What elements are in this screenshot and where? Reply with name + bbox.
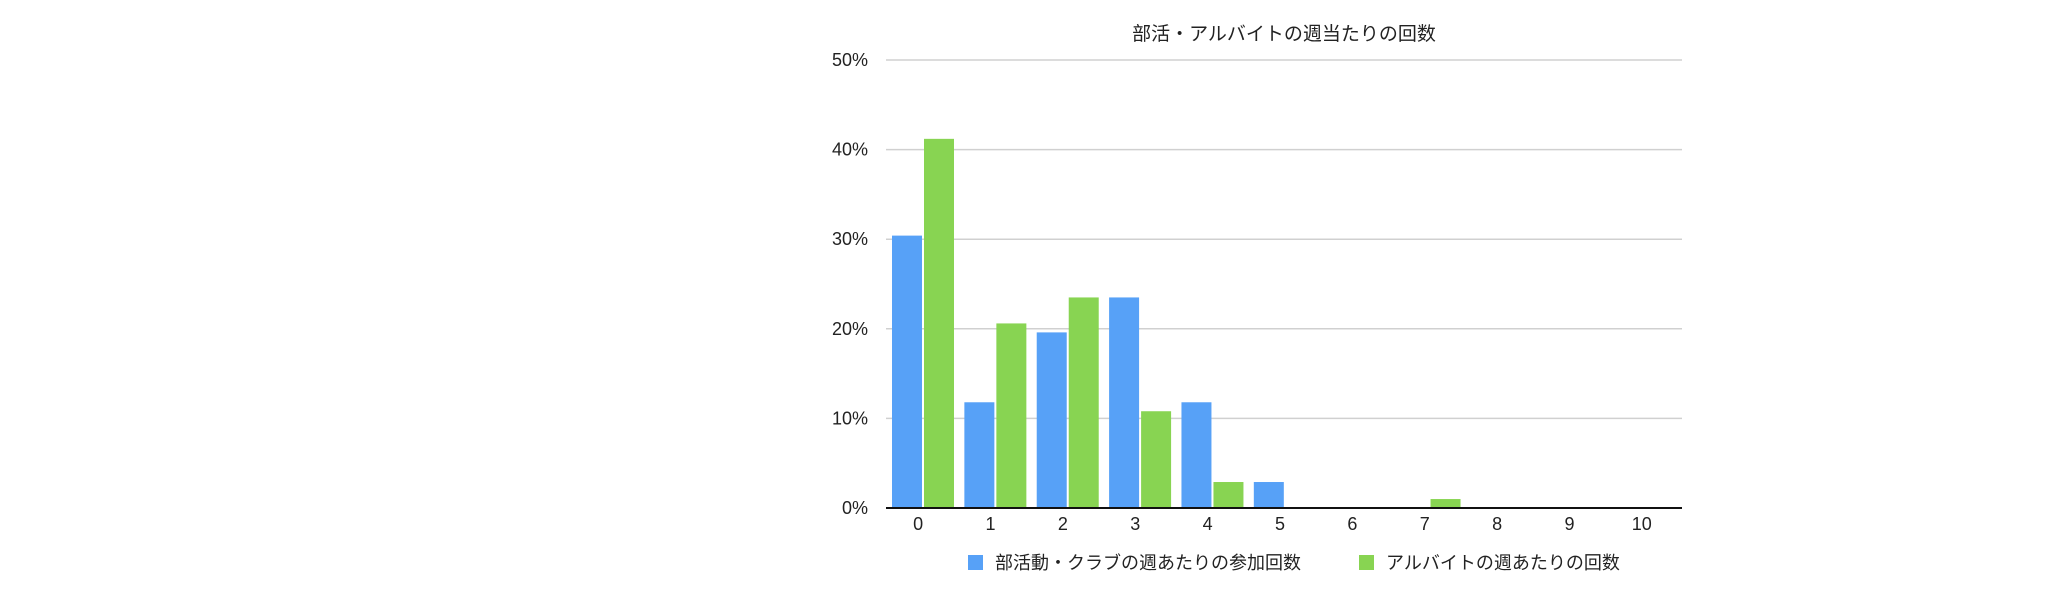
legend-swatch-blue [968, 554, 983, 570]
bar-series-0-cat-2 [1036, 332, 1067, 508]
bar-series-1-cat-3 [1141, 411, 1172, 508]
legend-item-club: 部活動・クラブの週あたりの参加回数 [968, 549, 1301, 575]
y-tick-label: 0% [842, 498, 868, 518]
y-axis-ticks: 0% 10% 20% 30% 40% 50% [832, 50, 868, 518]
bars [892, 138, 1461, 508]
x-tick-label: 2 [1058, 514, 1068, 534]
bar-series-0-cat-5 [1253, 482, 1284, 508]
y-tick-label: 10% [832, 408, 868, 428]
x-tick-label: 4 [1203, 514, 1213, 534]
x-axis-ticks: 0 1 2 3 4 5 6 7 8 9 10 [913, 514, 1652, 534]
bar-series-1-cat-0 [924, 138, 954, 508]
x-tick-label: 5 [1275, 514, 1285, 534]
x-tick-label: 7 [1420, 514, 1430, 534]
bar-series-0-cat-3 [1109, 297, 1140, 508]
x-tick-label: 0 [913, 514, 923, 534]
y-tick-label: 20% [832, 319, 868, 339]
x-tick-label: 3 [1130, 514, 1140, 534]
y-tick-label: 40% [832, 140, 868, 160]
x-tick-label: 8 [1492, 514, 1502, 534]
x-tick-label: 6 [1347, 514, 1357, 534]
bar-series-0-cat-4 [1181, 402, 1212, 508]
bar-series-1-cat-4 [1213, 482, 1244, 508]
x-tick-label: 10 [1632, 514, 1652, 534]
legend: 部活動・クラブの週あたりの参加回数 アルバイトの週あたりの回数 [968, 549, 1678, 575]
bar-series-1-cat-1 [996, 323, 1027, 508]
bar-series-1-cat-7 [1430, 499, 1461, 508]
legend-label: アルバイトの週あたりの回数 [1386, 553, 1620, 573]
legend-item-parttime: アルバイトの週あたりの回数 [1359, 549, 1620, 575]
y-tick-label: 30% [832, 229, 868, 249]
chart-title: 部活・アルバイトの週当たりの回数 [1132, 23, 1436, 45]
legend-swatch-green [1359, 554, 1374, 570]
bar-series-0-cat-1 [964, 402, 995, 508]
legend-label: 部活動・クラブの週あたりの参加回数 [995, 553, 1301, 573]
x-tick-label: 1 [986, 514, 996, 534]
y-tick-label: 50% [832, 50, 868, 70]
bar-series-1-cat-2 [1068, 297, 1099, 508]
x-tick-label: 9 [1564, 514, 1574, 534]
bar-series-0-cat-0 [892, 235, 922, 508]
